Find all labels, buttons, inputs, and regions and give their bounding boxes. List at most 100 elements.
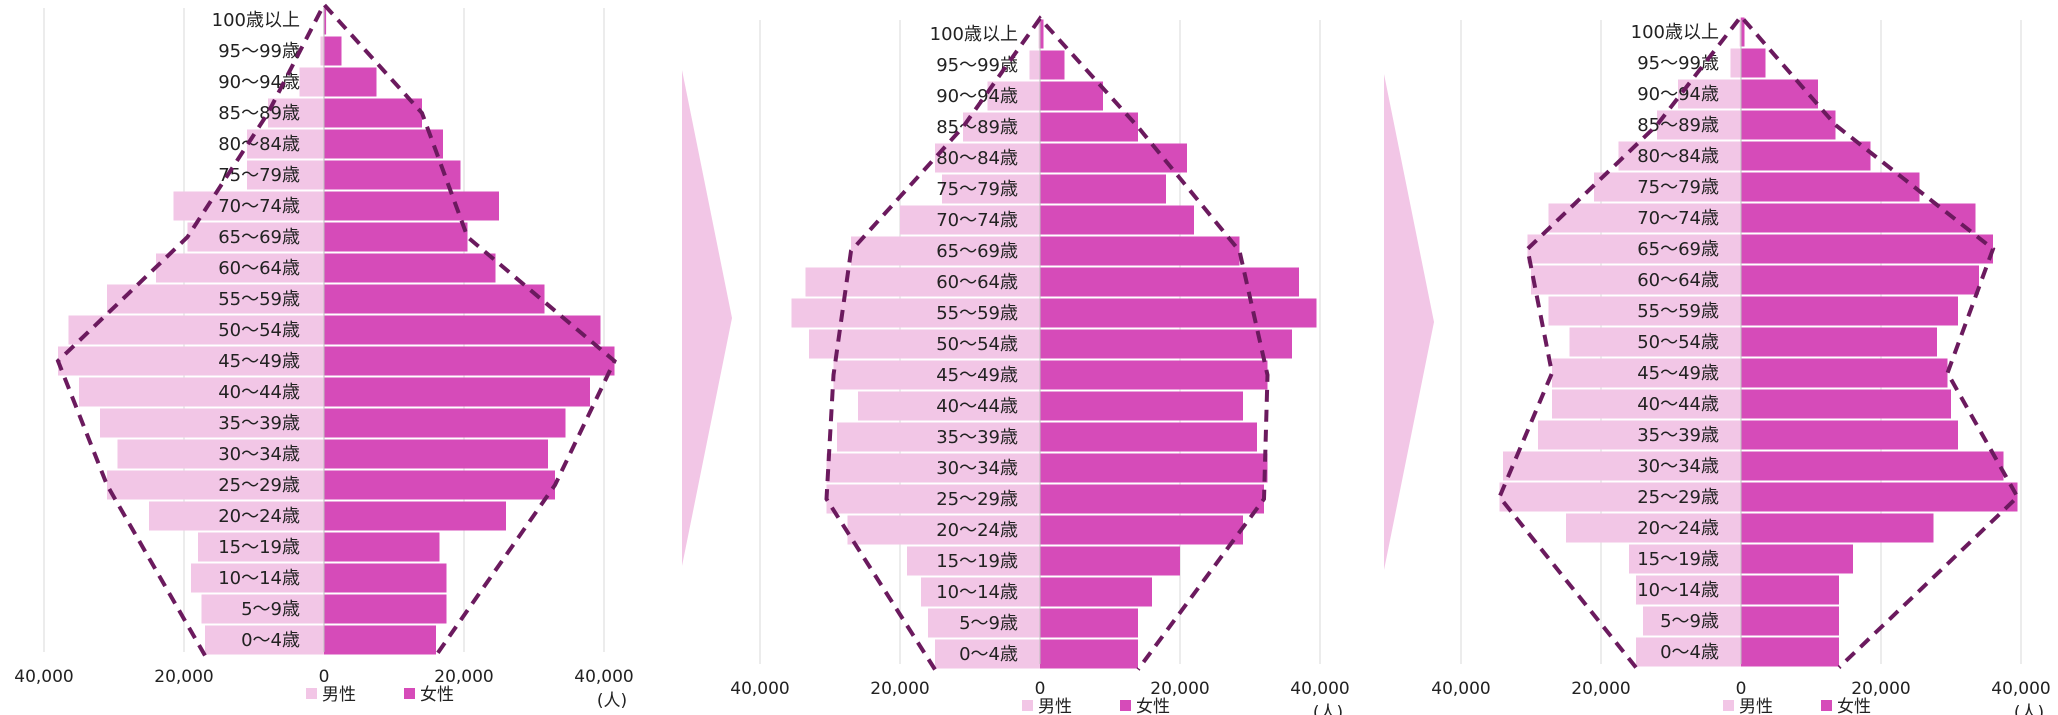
female-bar: [324, 67, 377, 97]
age-label: 100歳以上: [1631, 22, 1719, 43]
male-bar: [299, 67, 324, 97]
transition-arrow-1: [682, 70, 732, 566]
male-bar: [928, 608, 1040, 638]
female-bar: [1040, 391, 1243, 421]
age-label: 15～19歳: [1637, 549, 1719, 570]
x-tick-label: 20,000: [870, 679, 929, 699]
male-bar: [837, 422, 1040, 452]
male-bar: [205, 625, 324, 655]
age-label: 0～4歳: [241, 630, 300, 651]
female-bar: [1741, 358, 1948, 388]
male-bar: [1552, 389, 1741, 419]
age-label: 90～94歳: [1637, 84, 1719, 105]
female-bar: [1741, 544, 1853, 574]
female-bar: [324, 501, 506, 531]
age-label: 80～84歳: [218, 134, 300, 155]
x-tick-label: 20,000: [1851, 679, 1910, 699]
age-label: 40～44歳: [936, 396, 1018, 417]
female-bar: [1040, 422, 1257, 452]
male-bar: [107, 284, 324, 314]
male-bar: [320, 36, 324, 66]
age-label: 55～59歳: [1637, 301, 1719, 322]
age-label: 85～89歳: [218, 103, 300, 124]
male-bar: [935, 143, 1040, 173]
age-label: 5～9歳: [1660, 611, 1719, 632]
female-bar: [1741, 420, 1958, 450]
age-label: 85～89歳: [1637, 115, 1719, 136]
male-bar: [987, 81, 1040, 111]
age-label: 85～89歳: [936, 117, 1018, 138]
female-bar: [324, 439, 548, 469]
male-bar: [1029, 50, 1040, 80]
female-bar: [1741, 637, 1839, 667]
x-tick-label: 20,000: [1150, 679, 1209, 699]
age-label: 30～34歳: [218, 444, 300, 465]
age-label: 50～54歳: [1637, 332, 1719, 353]
female-bar: [324, 594, 447, 624]
age-label: 20～24歳: [1637, 518, 1719, 539]
female-bar: [1741, 575, 1839, 605]
age-label: 0～4歳: [1660, 642, 1719, 663]
male-bar: [149, 501, 324, 531]
age-label: 70～74歳: [936, 210, 1018, 231]
legend-female-swatch: [1120, 700, 1131, 711]
male-bar: [1636, 575, 1741, 605]
x-tick-label: 20,000: [1571, 679, 1630, 699]
legend-female-label: 女性: [1837, 697, 1871, 715]
female-bar: [324, 129, 443, 159]
female-bar: [1741, 265, 1979, 295]
legend-male-label: 男性: [322, 685, 356, 705]
x-tick-label: 0: [1736, 679, 1747, 699]
female-bar: [1741, 389, 1951, 419]
age-label: 55～59歳: [218, 289, 300, 310]
age-label: 25～29歳: [1637, 487, 1719, 508]
male-bar: [68, 315, 324, 345]
age-label: 95～99歳: [1637, 53, 1719, 74]
age-label: 10～14歳: [218, 568, 300, 589]
male-bar: [247, 129, 324, 159]
trend-outline: [1497, 13, 2021, 669]
male-bar: [1038, 19, 1040, 49]
female-bar: [1741, 203, 1976, 233]
unit-label: (人): [597, 691, 627, 711]
female-bar: [1040, 484, 1264, 514]
male-bar: [1618, 141, 1741, 171]
x-tick-label: 0: [319, 667, 330, 687]
male-bar: [935, 639, 1040, 669]
age-label: 5～9歳: [959, 613, 1018, 634]
age-label: 80～84歳: [936, 148, 1018, 169]
age-label: 0～4歳: [959, 644, 1018, 665]
female-bar: [1040, 50, 1065, 80]
male-bar: [187, 222, 324, 252]
female-bar: [1040, 515, 1243, 545]
male-bar: [963, 112, 1040, 142]
age-label: 75～79歳: [1637, 177, 1719, 198]
female-bar: [1741, 513, 1934, 543]
age-label: 60～64歳: [1637, 270, 1719, 291]
male-bar: [1636, 637, 1741, 667]
male-bar: [1552, 358, 1741, 388]
female-bar: [324, 5, 327, 35]
pyramid-chart-2: 0～4歳 5～9歳 10～14歳 15～19歳 20～24歳 25～29歳 30～34歳 35…: [730, 15, 1350, 715]
age-label: 45～49歳: [218, 351, 300, 372]
age-label: 35～39歳: [936, 427, 1018, 448]
x-tick-label: 0: [1035, 679, 1046, 699]
male-bar: [117, 439, 324, 469]
female-bar: [324, 36, 342, 66]
age-label: 65～69歳: [1637, 239, 1719, 260]
female-bar: [324, 160, 461, 190]
female-bar: [1741, 79, 1818, 109]
male-bar: [809, 329, 1040, 359]
female-bar: [1741, 48, 1766, 78]
female-bar: [1040, 81, 1103, 111]
female-bar: [1741, 482, 2018, 512]
age-label: 20～24歳: [936, 520, 1018, 541]
male-bar: [1657, 110, 1741, 140]
legend-female-label: 女性: [420, 685, 454, 705]
male-bar: [100, 408, 324, 438]
male-bar: [1531, 265, 1741, 295]
female-bar: [1040, 546, 1180, 576]
age-label: 30～34歳: [936, 458, 1018, 479]
age-label: 20～24歳: [218, 506, 300, 527]
